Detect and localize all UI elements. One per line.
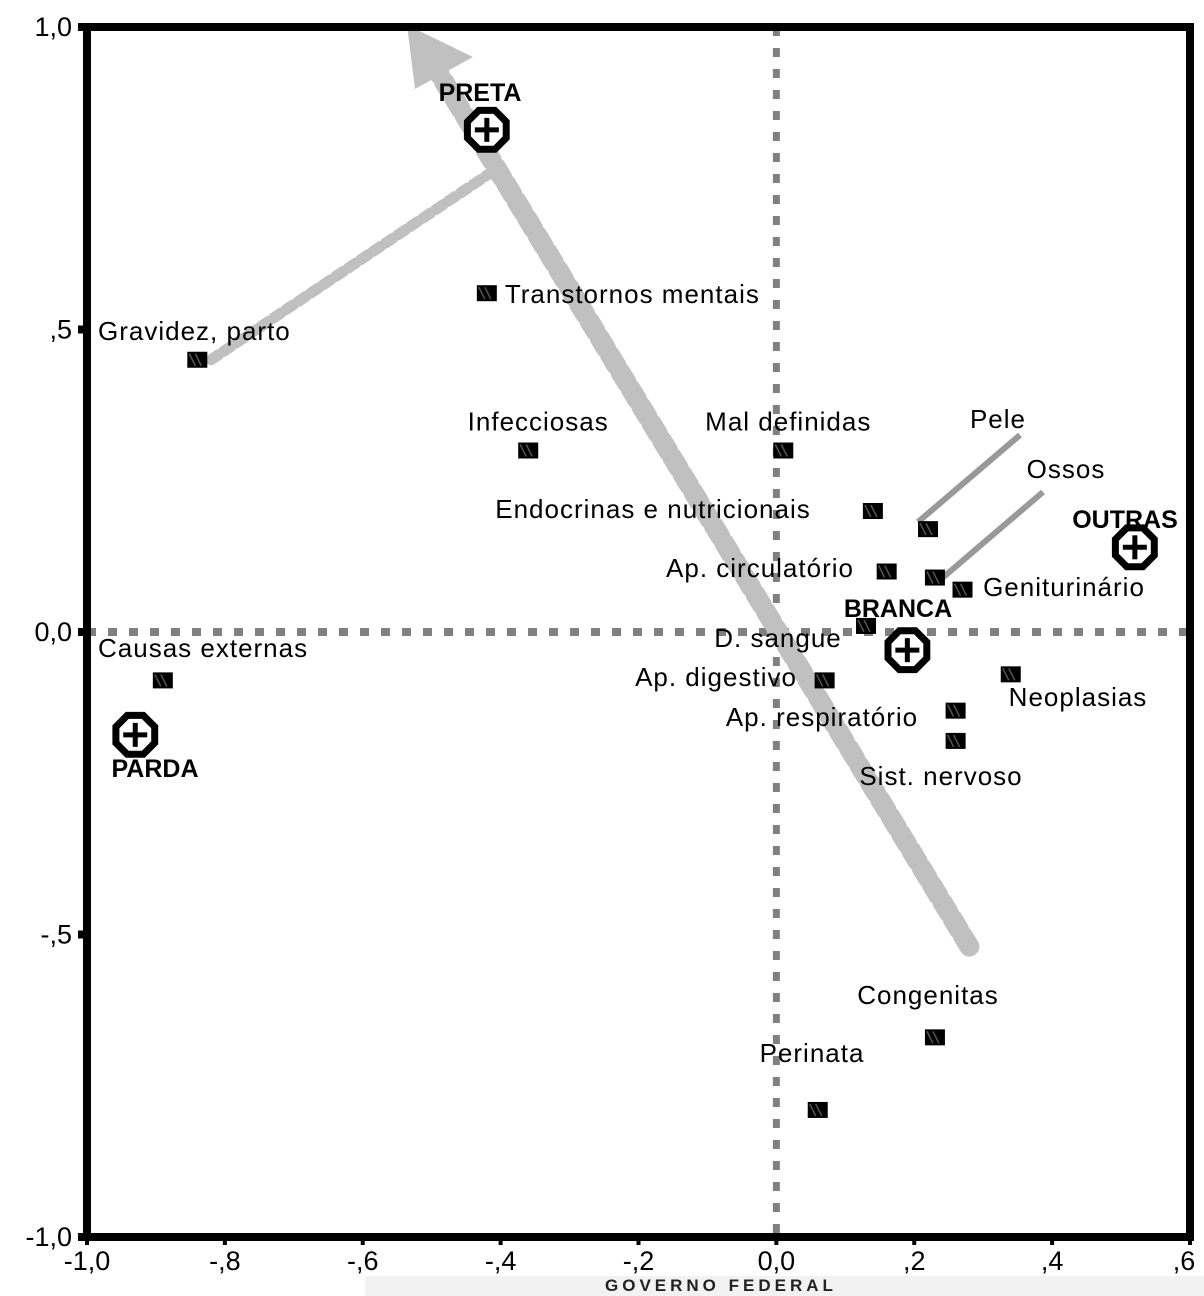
x-tick-label: 0,0 (758, 1246, 796, 1276)
category-marker (924, 1029, 945, 1046)
group-label: PARDA (111, 755, 198, 783)
y-tick-label: ,5 (49, 315, 72, 345)
marker-hatch (946, 704, 961, 717)
marker-hatch (809, 1103, 823, 1117)
category-label: Neoplasias (1009, 682, 1148, 712)
marker-hatch (919, 522, 933, 536)
category-marker (918, 521, 939, 538)
footer-bar: GOVERNO FEDERAL (365, 1276, 1204, 1296)
marker-hatch (154, 674, 168, 687)
category-marker (945, 732, 966, 749)
category-marker (152, 672, 173, 689)
x-tick-label: -,8 (209, 1246, 241, 1276)
category-label: Infecciosas (468, 407, 609, 437)
x-tick-label: ,4 (1041, 1246, 1064, 1276)
group-label: OUTRAS (1072, 506, 1178, 534)
marker-hatch (926, 1031, 940, 1044)
trend-arrows (205, 25, 1045, 957)
category-label: Mal definidas (705, 407, 871, 437)
y-tick-label: 0,0 (34, 617, 72, 647)
x-tick-label: ,2 (903, 1246, 926, 1276)
zero-lines (87, 27, 1190, 1237)
marker-hatch (953, 583, 968, 596)
y-tick-mark (78, 628, 87, 636)
footer-text: GOVERNO FEDERAL (605, 1276, 837, 1295)
category-marker (862, 503, 883, 519)
y-tick-label: 1,0 (34, 12, 72, 42)
x-tick-label: -1,0 (64, 1246, 111, 1276)
axis-ticks: -1,0 -,8 -,6 -,4 -,2 0,0 ,2 ,4 ,6 1,0 ,5 0,0 -,5 -1,0 (25, 12, 1195, 1276)
pele-leader (916, 432, 1022, 525)
marker-hatch (864, 504, 878, 518)
x-tick-label: -,6 (347, 1246, 379, 1276)
marker-hatch (815, 674, 830, 687)
category-label: Ap. digestivo (635, 662, 797, 692)
x-tick-label: ,6 (1173, 1246, 1196, 1276)
y-tick-label: -,5 (40, 920, 72, 950)
category-label: Pele (970, 404, 1026, 434)
category-label: Transtornos mentais (505, 279, 760, 309)
category-marker (1000, 666, 1021, 683)
group-label: BRANCA (844, 595, 952, 623)
category-marker (807, 1101, 828, 1118)
category-label: Perinata (760, 1038, 865, 1068)
y-tick-mark (78, 1233, 87, 1241)
marker-hatch (519, 444, 533, 457)
category-label: Sist. nervoso (859, 761, 1022, 791)
marker-hatch (926, 571, 940, 584)
category-marker (773, 442, 794, 459)
category-marker (476, 285, 497, 302)
category-label: Geniturinário (983, 572, 1145, 602)
main-trend-arrow (419, 47, 980, 957)
category-label: D. sangue (714, 623, 842, 653)
ossos-leader (938, 489, 1045, 583)
y-tick-mark (78, 325, 87, 334)
category-marker (187, 351, 208, 368)
marker-hatch (1002, 668, 1016, 681)
category-label: Ap. respiratório (726, 702, 918, 732)
marker-hatch (478, 286, 492, 300)
arrow-head (407, 25, 474, 89)
category-marker (945, 702, 966, 719)
category-marker (952, 581, 973, 598)
marker-hatch (188, 353, 202, 367)
category-label: Causas externas (98, 633, 308, 663)
category-marker (924, 569, 945, 586)
marker-hatch (878, 565, 892, 578)
marker-hatch (774, 444, 788, 457)
y-tick-mark (78, 930, 87, 939)
category-marker (814, 672, 835, 689)
x-tick-label: -,4 (485, 1246, 517, 1276)
x-tick-label: -,2 (623, 1246, 655, 1276)
category-label: Ap. circulatório (666, 553, 854, 583)
category-points: Transtornos mentais Gravidez, parto Infecc… (98, 279, 1148, 1118)
marker-hatch (946, 734, 961, 748)
group-label: PRETA (439, 79, 522, 107)
category-label: Ossos (1027, 454, 1106, 484)
category-marker (518, 442, 539, 459)
category-label: Gravidez, parto (98, 316, 291, 346)
branch-trend-line (205, 160, 507, 366)
category-label: Endocrinas e nutricionais (495, 494, 811, 524)
group-markers: PRETA BRANCA OUTRAS PARDA (111, 79, 1177, 783)
marker-hatch (857, 619, 871, 633)
y-tick-label: -1,0 (25, 1222, 72, 1252)
category-label: Congenitas (857, 980, 999, 1010)
category-marker (876, 563, 897, 580)
category-marker (855, 617, 876, 634)
y-tick-mark (78, 23, 87, 31)
